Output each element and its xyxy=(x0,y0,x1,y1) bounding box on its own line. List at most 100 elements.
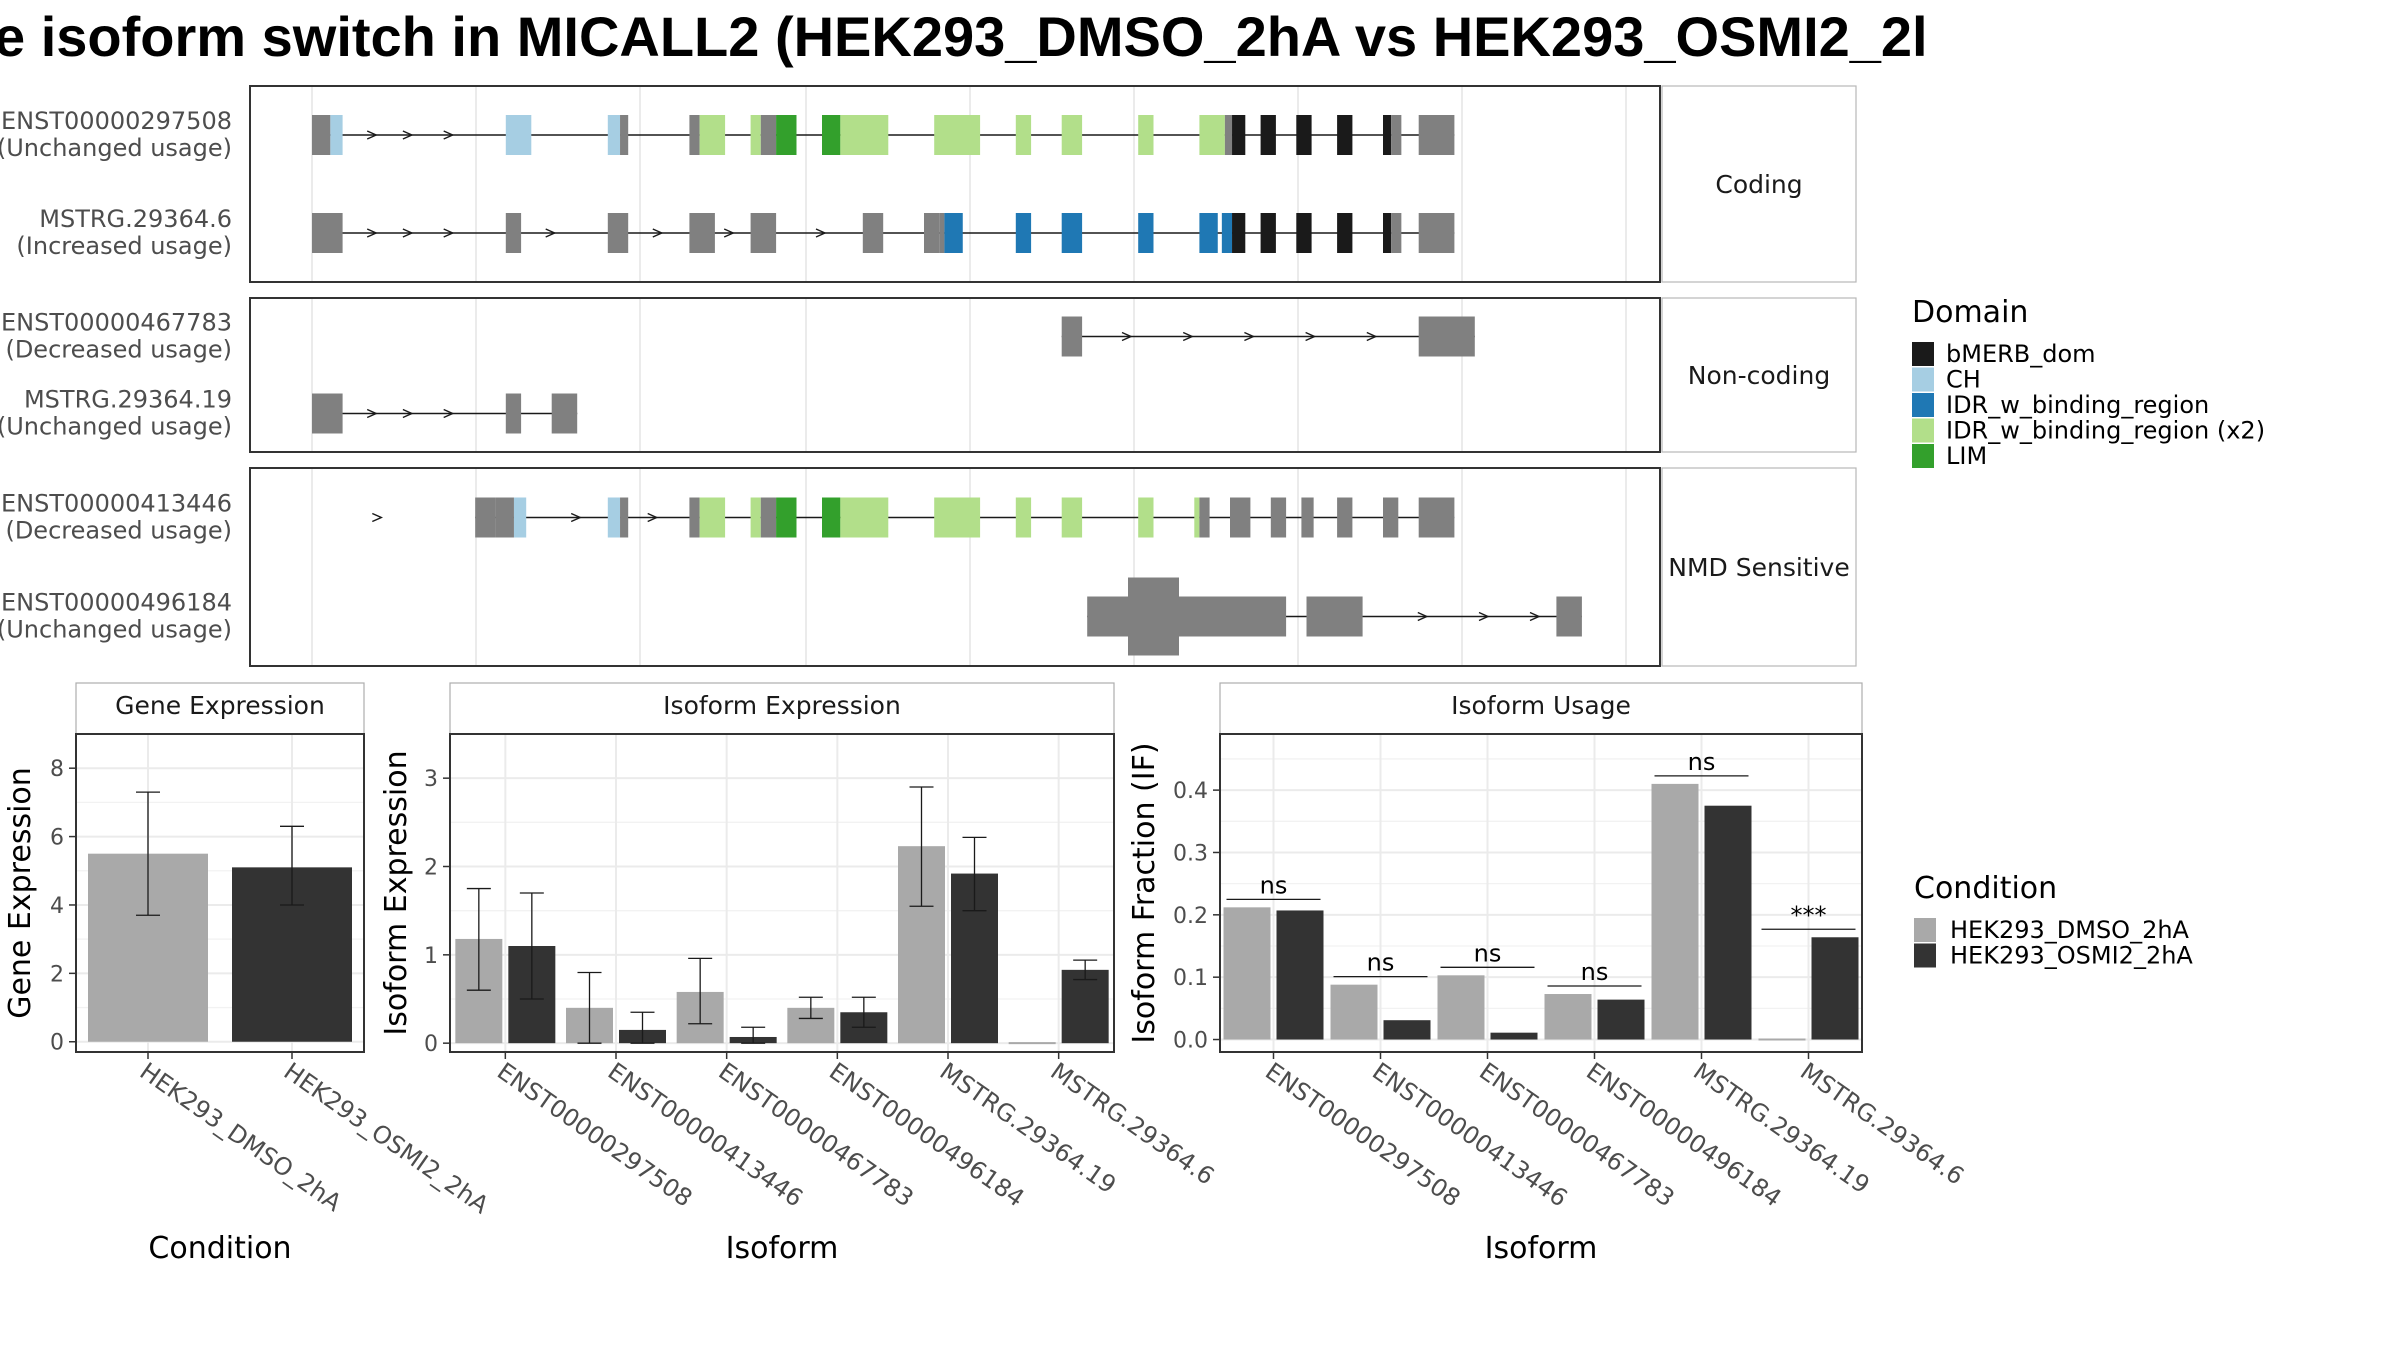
exon-IDR xyxy=(944,213,963,253)
exon-X2 xyxy=(934,115,981,155)
isoform-id-label: ENST00000496184 xyxy=(1,589,232,617)
exon-u xyxy=(760,115,777,155)
exon-u xyxy=(551,393,578,434)
transcript-panel-0: Coding ENST00000297508(Unchanged usage) MS… xyxy=(0,85,1857,283)
strand-arrow xyxy=(723,228,735,238)
y-axis-title: Isoform Expression xyxy=(379,750,414,1035)
domain-legend-key xyxy=(1912,393,1934,417)
exon-LIM xyxy=(822,115,841,155)
x-axis-title: Isoform xyxy=(726,1231,839,1266)
panel-strip xyxy=(1661,467,1857,667)
exon-u xyxy=(620,115,629,155)
x-tick-label: ENST00000496184 xyxy=(824,1057,1029,1212)
exon-CH xyxy=(607,115,621,155)
strand-arrow xyxy=(402,130,414,140)
x-tick-label: MSTRG.29364.19 xyxy=(1688,1057,1874,1199)
exon-bM xyxy=(1383,213,1392,253)
chart-plot-area xyxy=(1220,734,1862,1052)
exon-X2 xyxy=(840,115,889,155)
exon-u xyxy=(1337,497,1353,538)
exon-u xyxy=(475,497,496,538)
strand-arrow xyxy=(1366,331,1378,342)
exon-IDR xyxy=(1061,213,1083,253)
exon-bM xyxy=(1296,115,1312,155)
exon-u xyxy=(1434,115,1455,155)
condition-legend-label: HEK293_DMSO_2hA xyxy=(1950,916,2190,944)
exon-IDR xyxy=(1138,213,1154,253)
exon-u xyxy=(1556,596,1582,637)
exon-bM xyxy=(1260,213,1276,253)
exon-CH xyxy=(607,497,621,538)
domain-legend-label: IDR_w_binding_region (x2) xyxy=(1946,417,2265,445)
exon-u xyxy=(689,497,700,538)
exon-bM xyxy=(1337,213,1353,253)
exon-u xyxy=(862,213,884,253)
bar xyxy=(1811,937,1859,1040)
chart-strip xyxy=(1219,682,1863,735)
isoform-usage-label: (Unchanged usage) xyxy=(0,616,232,644)
exon-X2 xyxy=(750,497,761,538)
strand-arrow xyxy=(1417,611,1429,622)
legends: Domain bMERB_domCHIDR_w_binding_regionIDR… xyxy=(1912,295,2265,970)
strand-arrow xyxy=(1529,611,1541,622)
exon-u xyxy=(495,497,514,538)
isoform-track: ENST00000413446(Decreased usage) xyxy=(1,490,1455,545)
exon-X2 xyxy=(1138,497,1154,538)
y-tick-label: 0 xyxy=(50,1031,64,1056)
strand-arrow xyxy=(815,228,827,238)
exon-u xyxy=(1128,577,1179,656)
exon-u xyxy=(1434,213,1455,253)
bar xyxy=(1437,975,1485,1040)
chart-border xyxy=(75,733,365,1053)
chart-strip xyxy=(449,682,1115,735)
panel-strip xyxy=(1661,297,1857,453)
bar-chart-panels: Gene Expression02468HEK293_DMSO_2hAHEK29… xyxy=(3,682,1969,1266)
strand-arrow xyxy=(545,228,557,238)
strand-arrow xyxy=(443,130,455,140)
condition-legend-key xyxy=(1914,943,1936,968)
figure-title: e isoform switch in MICALL2 (HEK293_DMSO… xyxy=(0,5,1928,68)
y-tick-label: 0.1 xyxy=(1173,966,1208,991)
panel-border xyxy=(249,467,1661,667)
y-tick-label: 2 xyxy=(50,962,64,987)
chart-border xyxy=(449,733,1115,1053)
panel-strip-label: NMD Sensitive xyxy=(1668,553,1849,582)
exon-u xyxy=(1087,596,1128,637)
isoform-track: MSTRG.29364.19(Unchanged usage) xyxy=(0,386,578,441)
significance-label: ns xyxy=(1474,939,1502,967)
exon-u xyxy=(1306,596,1363,637)
exon-X2 xyxy=(1061,497,1083,538)
exon-X2 xyxy=(934,497,981,538)
panel-strip-label: Non-coding xyxy=(1688,361,1830,390)
exon-LIM xyxy=(776,115,797,155)
x-axis-title: Isoform xyxy=(1485,1231,1598,1266)
x-tick-label: ENST00000467783 xyxy=(713,1057,918,1212)
panel-strip-label: Coding xyxy=(1715,170,1802,199)
exon-u xyxy=(1061,316,1083,357)
exon-bM xyxy=(1232,115,1246,155)
strand-arrow xyxy=(570,512,582,523)
isoform-track: ENST00000467783(Decreased usage) xyxy=(1,309,1475,364)
condition-legend-label: HEK293_OSMI2_2hA xyxy=(1950,942,2193,970)
bar xyxy=(1651,783,1699,1040)
y-tick-label: 1 xyxy=(424,944,438,969)
strand-arrow xyxy=(366,228,378,238)
exon-u xyxy=(620,497,629,538)
exon-u xyxy=(312,115,331,155)
exon-u xyxy=(1224,115,1233,155)
y-tick-label: 2 xyxy=(424,856,438,881)
exon-CH xyxy=(505,115,532,155)
isoform-usage-label: (Decreased usage) xyxy=(5,336,232,364)
isoform-expression-panel: Isoform Expression0123ENST00000297508ENS… xyxy=(379,682,1219,1266)
exon-u xyxy=(1418,115,1434,155)
domain-legend-key xyxy=(1912,367,1934,392)
exon-u xyxy=(1391,115,1402,155)
bar xyxy=(1276,910,1324,1040)
exon-u xyxy=(607,213,629,253)
exon-u xyxy=(505,393,522,434)
x-tick-label: ENST00000467783 xyxy=(1474,1057,1679,1212)
exon-bM xyxy=(1296,213,1312,253)
domain-legend-label: IDR_w_binding_region xyxy=(1946,391,2209,419)
exon-bM xyxy=(1383,115,1392,155)
significance-label: ns xyxy=(1688,748,1716,776)
